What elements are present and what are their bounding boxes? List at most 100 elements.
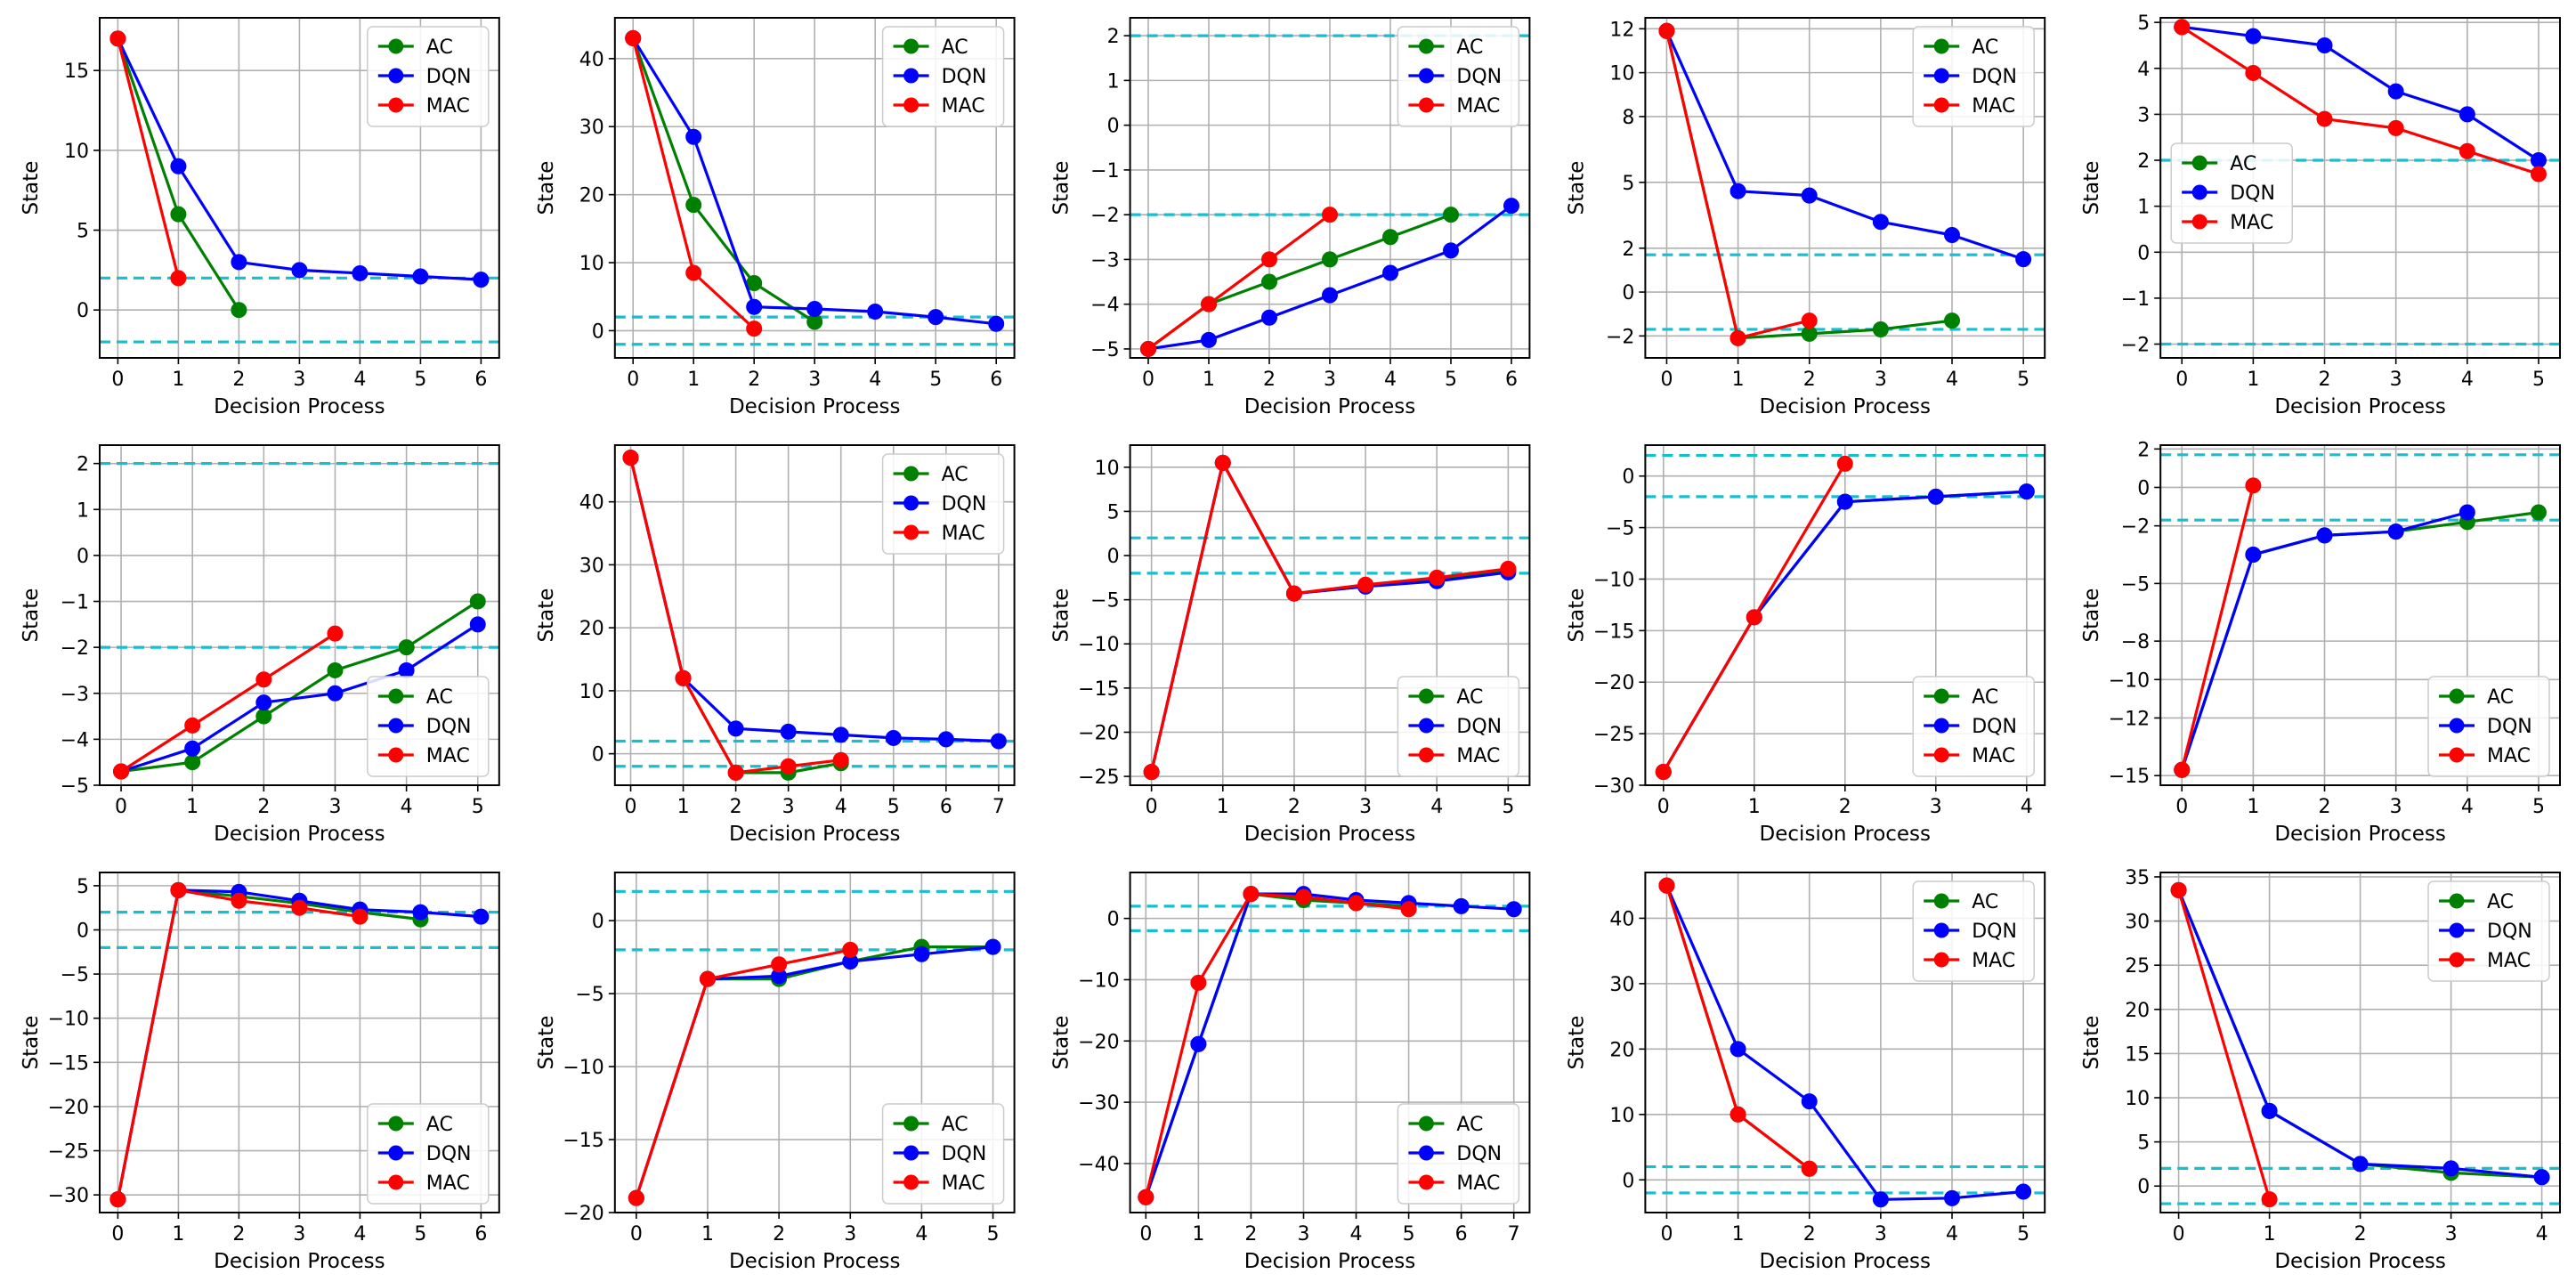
x-tick-label: 5 — [2017, 369, 2029, 391]
y-tick-label: 8 — [1622, 107, 1634, 129]
legend-marker — [1418, 68, 1434, 84]
y-axis-label: State — [20, 161, 43, 215]
data-point-dqn — [1503, 198, 1519, 215]
data-point-mac — [1322, 207, 1338, 223]
y-tick-label: 0 — [2137, 1176, 2150, 1198]
legend-label: DQN — [942, 1143, 987, 1165]
x-tick-label: 1 — [1732, 1223, 1745, 1245]
legend: AC DQN MAC — [881, 1103, 1005, 1205]
data-point-mac — [1261, 251, 1277, 268]
data-point-dqn — [398, 661, 415, 678]
data-point-dqn — [1944, 1189, 1961, 1206]
data-point-mac — [1143, 764, 1160, 781]
x-tick-label: 1 — [1203, 369, 1215, 391]
legend: AC DQN MAC — [1397, 26, 1520, 127]
series-line-mac — [635, 948, 851, 1199]
x-tick-label: 3 — [1930, 796, 1942, 818]
y-tick-label: −40 — [1078, 1154, 1119, 1176]
y-axis-label: State — [535, 1016, 558, 1070]
y-tick-label: 5 — [77, 221, 89, 243]
y-tick-label: 5 — [77, 876, 89, 898]
data-point-dqn — [1453, 897, 1470, 914]
data-point-mac — [685, 264, 702, 281]
legend-label: DQN — [1972, 66, 2017, 88]
y-tick-label: 10 — [1609, 1105, 1634, 1127]
y-tick-label: 5 — [2137, 1132, 2150, 1155]
series-line-mac — [120, 632, 336, 773]
x-tick-label: 7 — [1508, 1223, 1520, 1245]
legend-marker — [903, 97, 919, 113]
chart-panel: 0 1 2 3 4 5 −20 −15 −10 −5 0 Decision Process State A… — [535, 872, 1016, 1273]
x-tick-label: 0 — [2173, 1223, 2185, 1245]
x-tick-label: 3 — [1324, 369, 1336, 391]
data-point-mac — [1729, 329, 1746, 346]
data-point-mac — [727, 764, 744, 781]
data-point-ac — [469, 593, 486, 610]
x-tick-label: 4 — [915, 1223, 928, 1245]
data-point-dqn — [806, 300, 823, 317]
y-tick-label: −5 — [1090, 590, 1119, 613]
data-point-dqn — [1729, 183, 1746, 199]
x-axis-label: Decision Process — [2274, 1250, 2445, 1273]
data-point-dqn — [984, 938, 1001, 955]
y-tick-label: 4 — [2137, 59, 2150, 81]
x-tick-label: 0 — [1142, 369, 1154, 391]
data-point-mac — [2174, 761, 2191, 778]
data-point-dqn — [1322, 287, 1338, 304]
data-point-dqn — [473, 272, 490, 288]
data-point-mac — [1190, 974, 1207, 991]
legend-marker — [1418, 718, 1434, 734]
data-point-mac — [170, 270, 187, 287]
legend: AC DQN MAC — [1912, 26, 2035, 127]
x-tick-label: 5 — [1445, 369, 1457, 391]
data-point-mac — [2170, 881, 2187, 898]
legend-label: MAC — [1456, 95, 1500, 118]
data-point-dqn — [2018, 483, 2035, 500]
legend-label: DQN — [1456, 716, 1502, 738]
legend-marker — [388, 1116, 404, 1132]
legend-label: MAC — [426, 95, 470, 118]
x-tick-label: 6 — [1505, 369, 1518, 391]
y-tick-label: 0 — [1622, 282, 1634, 304]
legend-label: MAC — [426, 1172, 470, 1195]
x-tick-label: 4 — [2536, 1223, 2548, 1245]
y-tick-label: 20 — [579, 185, 604, 207]
data-point-dqn — [412, 904, 429, 921]
legend-label: DQN — [942, 66, 987, 88]
data-point-mac — [1801, 312, 1818, 329]
y-tick-label: 15 — [64, 61, 89, 83]
x-tick-label: 1 — [2264, 1223, 2276, 1245]
legend-marker — [1418, 38, 1434, 54]
legend-marker — [1933, 747, 1949, 763]
data-point-dqn — [184, 740, 201, 757]
chart-panel: 0 1 2 3 4 5 6 0 5 10 15 Decision Process State AC DQN M… — [20, 17, 500, 418]
y-tick-label: −4 — [61, 729, 89, 751]
x-tick-label: 4 — [1384, 369, 1397, 391]
x-tick-label: 5 — [929, 369, 942, 391]
legend-label: DQN — [2487, 716, 2532, 738]
data-point-dqn — [928, 309, 944, 326]
data-point-mac — [1285, 585, 1302, 602]
x-tick-label: 5 — [472, 796, 484, 818]
y-tick-label: 2 — [2137, 439, 2150, 461]
legend-marker — [388, 1145, 404, 1161]
legend-marker — [2191, 155, 2207, 171]
y-axis-label: State — [20, 1016, 43, 1070]
legend-marker — [2191, 184, 2207, 200]
y-tick-label: −30 — [1593, 775, 1634, 798]
x-axis-label: Decision Process — [729, 1250, 900, 1273]
legend-marker — [388, 1174, 404, 1190]
y-tick-label: −5 — [1606, 518, 1634, 540]
y-tick-label: 10 — [1095, 458, 1120, 480]
y-tick-label: 5 — [2137, 12, 2150, 35]
chart-panel: 0 1 2 3 4 5 −5 −4 −3 −2 −1 0 1 2 Decision Process State… — [20, 444, 500, 846]
legend-label: AC — [1456, 686, 1483, 709]
x-tick-label: 0 — [111, 369, 124, 391]
y-tick-label: −5 — [575, 984, 603, 1006]
legend-label: MAC — [942, 1172, 985, 1195]
data-point-ac — [398, 639, 415, 656]
legend-marker — [1418, 1174, 1434, 1190]
legend-label: MAC — [1456, 1172, 1500, 1195]
data-point-dqn — [2245, 28, 2262, 45]
x-tick-label: 7 — [992, 796, 1005, 818]
